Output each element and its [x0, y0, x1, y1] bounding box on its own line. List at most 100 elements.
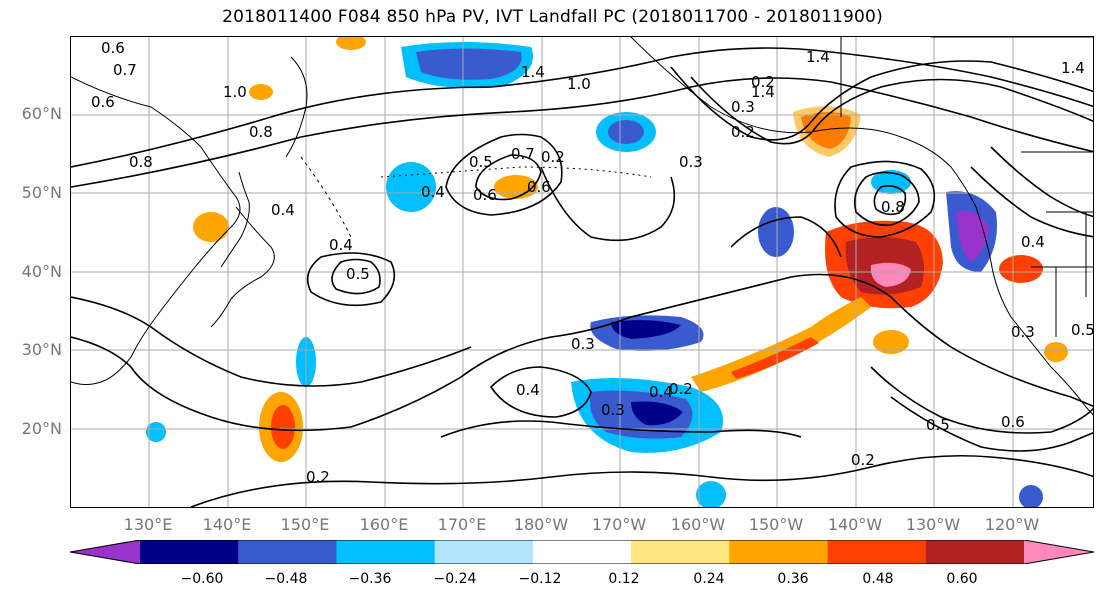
colorbar-segment — [827, 540, 927, 564]
colorbar-tick-label: 0.24 — [693, 571, 725, 587]
pv-positive-shade — [999, 255, 1043, 283]
colorbar-tick-label: −0.24 — [433, 571, 477, 587]
pv-positive-shade — [793, 106, 861, 157]
pv-contour — [873, 185, 907, 216]
pv-contour — [475, 154, 542, 201]
pv-positive-shade — [271, 405, 295, 449]
kamchatka-coast — [285, 56, 308, 158]
map-panel: 0.6 0.7 0.6 1.0 0.8 0.8 0.4 0.6 0.5 0.6 … — [70, 36, 1094, 508]
pv-contour — [445, 133, 563, 216]
contour-label: 0.4 — [421, 183, 445, 201]
colorbar-under-extension — [70, 540, 140, 564]
pv-negative-shade — [696, 481, 726, 507]
lon-label: 150°W — [748, 515, 804, 534]
lat-label: 20°N — [21, 419, 62, 438]
contour-label: 0.5 — [469, 153, 493, 171]
map-svg: 0.6 0.7 0.6 1.0 0.8 0.8 0.4 0.6 0.5 0.6 … — [71, 37, 1094, 507]
colorbar-segment — [631, 540, 730, 564]
contour-label: 0.6 — [91, 93, 115, 111]
pv-contour — [71, 47, 1093, 168]
contour-label: 1.0 — [567, 75, 591, 93]
pv-contour — [540, 166, 676, 242]
contour-label: 0.2 — [306, 468, 330, 486]
lon-label: 150°E — [280, 515, 330, 534]
contour-label: 0.5 — [1071, 321, 1094, 339]
colorbar-over-extension — [1024, 540, 1094, 564]
contour-label: 1.4 — [751, 83, 775, 101]
colorbar-segment — [532, 540, 632, 564]
colorbar-segment — [336, 540, 436, 564]
contour-label: 0.2 — [731, 123, 755, 141]
pv-contour — [489, 366, 592, 418]
lon-label: 180°W — [513, 515, 569, 534]
lon-label: 170°E — [437, 515, 487, 534]
pv-contour — [853, 171, 920, 227]
contour-label: 0.8 — [129, 153, 153, 171]
colorbar-tick-label: 0.48 — [862, 571, 894, 587]
contour-label: 0.4 — [516, 381, 540, 399]
contour-label: 0.6 — [1001, 413, 1025, 431]
lon-label: 160°W — [670, 515, 726, 534]
contour-label: 0.3 — [1011, 323, 1035, 341]
lon-label: 160°E — [359, 515, 409, 534]
pv-contour — [890, 396, 1093, 452]
colorbar-tick-label: 0.36 — [777, 571, 809, 587]
colorbar-tick-label: −0.36 — [348, 571, 392, 587]
contour-label: 0.3 — [571, 335, 595, 353]
colorbar-segment — [434, 540, 534, 564]
pv-positive-shade — [336, 37, 366, 50]
pv-negative-shade — [416, 48, 522, 80]
contour-label: 0.2 — [851, 451, 875, 469]
aleutian-islands — [380, 166, 652, 178]
lon-label: 120°W — [984, 515, 1040, 534]
colorbar-tick-label: −0.12 — [518, 571, 562, 587]
north-america-coast — [975, 206, 1093, 416]
pv-contour — [190, 454, 1093, 507]
lat-label: 50°N — [21, 183, 62, 202]
contour-label: 0.7 — [113, 61, 137, 79]
pv-negative-shade — [146, 422, 166, 442]
pv-contour — [71, 77, 1093, 188]
lat-label: 60°N — [21, 104, 62, 123]
lat-label: 30°N — [21, 340, 62, 359]
contour-label: 1.4 — [521, 63, 545, 81]
contour-label: 0.5 — [346, 265, 370, 283]
pv-positive-shade — [193, 212, 229, 242]
pv-contour — [71, 296, 472, 387]
pv-contour — [990, 146, 1093, 218]
map-gridlines — [71, 37, 1093, 507]
us-state-lines — [1031, 212, 1093, 337]
contour-label: 0.4 — [329, 236, 353, 254]
pv-contour — [331, 258, 381, 295]
contour-label-group: 0.6 0.7 0.6 1.0 0.8 0.8 0.4 0.6 0.5 0.6 … — [91, 39, 1094, 486]
pv-shading — [146, 37, 1068, 507]
contour-label: 0.3 — [679, 153, 703, 171]
contour-label: 0.2 — [669, 380, 693, 398]
contour-label: 0.8 — [249, 123, 273, 141]
lon-label: 130°W — [905, 515, 961, 534]
colorbar-tick-label: 0.60 — [946, 571, 978, 587]
contour-label: 0.6 — [473, 186, 497, 204]
pv-negative-shade — [1019, 485, 1043, 507]
asia-coast — [71, 76, 241, 385]
pv-contour — [670, 60, 1093, 141]
lon-label: 140°E — [202, 515, 252, 534]
contour-label: 0.4 — [649, 383, 673, 401]
pv-positive-shade — [691, 297, 871, 392]
colorbar-segment — [238, 540, 337, 564]
pv-negative-shade — [758, 207, 794, 257]
contour-label: 1.0 — [223, 83, 247, 101]
pv-negative-shade — [386, 162, 436, 212]
contour-label: 0.2 — [751, 73, 775, 91]
pv-contour — [690, 76, 1093, 145]
kuril-islands — [300, 156, 352, 238]
canada-border — [840, 37, 1093, 213]
pv-contours — [71, 47, 1093, 507]
pv-negative-shade — [631, 401, 683, 426]
pv-negative-shade — [956, 211, 989, 262]
pv-contour — [440, 420, 802, 438]
contour-label: 0.8 — [881, 198, 905, 216]
contour-label: 0.4 — [1021, 233, 1045, 251]
colorbar-tick-label: 0.12 — [608, 571, 640, 587]
plot-title: 2018011400 F084 850 hPa PV, IVT Landfall… — [222, 7, 883, 27]
